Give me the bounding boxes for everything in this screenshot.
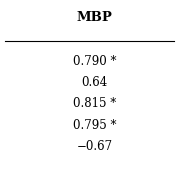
Text: 0.795 *: 0.795 *	[73, 119, 117, 132]
Text: MBP: MBP	[77, 11, 113, 24]
Text: 0.64: 0.64	[82, 76, 108, 89]
Text: 0.815 *: 0.815 *	[73, 98, 117, 110]
Text: 0.790 *: 0.790 *	[73, 55, 117, 68]
Text: −0.67: −0.67	[77, 140, 113, 153]
